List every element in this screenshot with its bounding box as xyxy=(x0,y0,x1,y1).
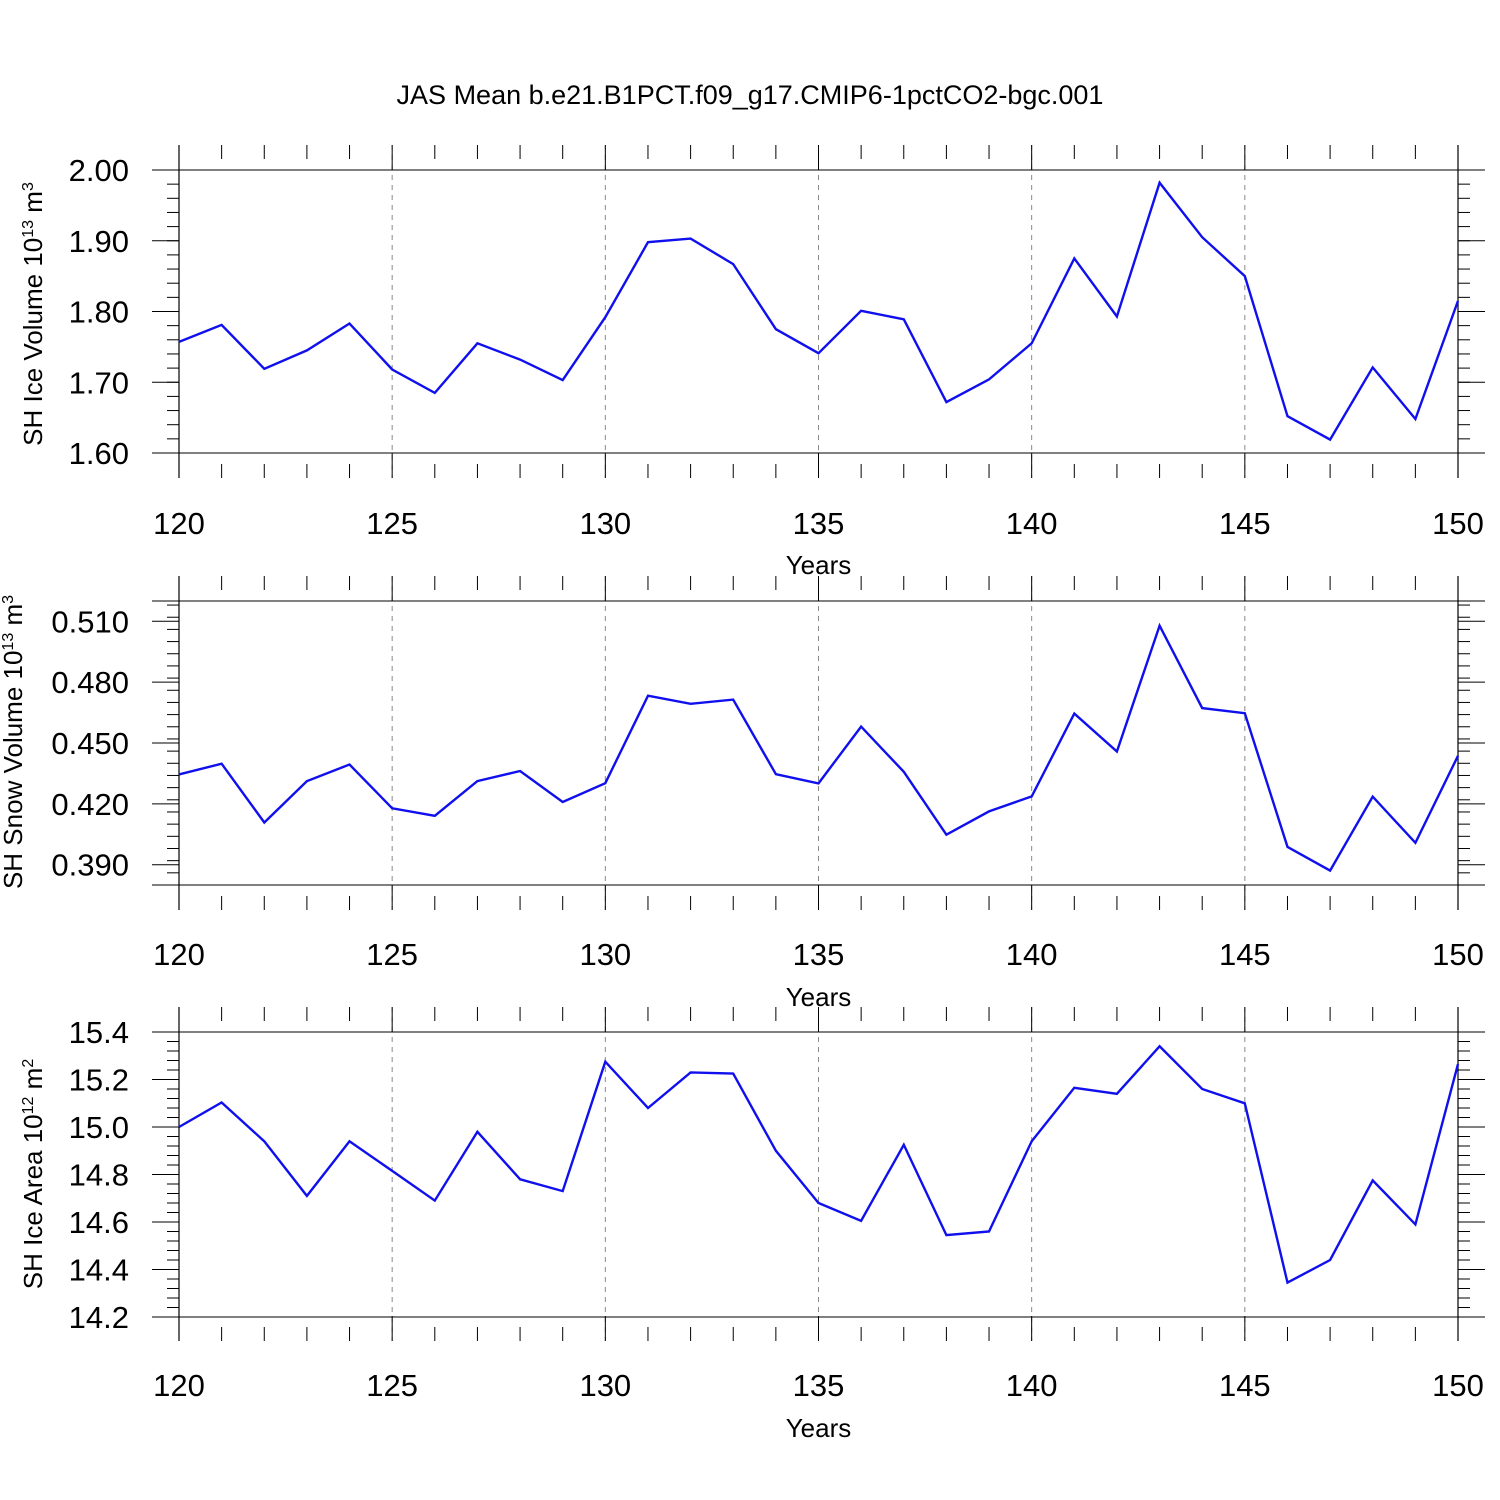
y-tick-label: 14.4 xyxy=(69,1253,129,1288)
x-tick-label: 130 xyxy=(579,506,631,541)
figure-title: JAS Mean b.e21.B1PCT.f09_g17.CMIP6-1pctC… xyxy=(396,80,1104,110)
series-line xyxy=(178,1044,1460,1285)
y-tick-label: 15.0 xyxy=(69,1110,129,1145)
x-tick-label: 120 xyxy=(153,937,205,972)
y-tick-label: 1.70 xyxy=(69,365,129,400)
y-tick-label: 15.2 xyxy=(69,1063,129,1098)
x-tick-label: 125 xyxy=(366,937,418,972)
y-tick-label: 0.390 xyxy=(51,848,129,883)
y-tick-label: 14.8 xyxy=(69,1158,129,1193)
y-tick-label: 15.4 xyxy=(69,1015,129,1050)
series-line xyxy=(178,180,1460,442)
y-axis-label: SH Ice Area 1012 m2 xyxy=(18,1059,48,1290)
y-tick-label: 1.90 xyxy=(69,224,129,259)
x-tick-label: 125 xyxy=(366,506,418,541)
x-axis-label: Years xyxy=(786,550,852,580)
x-tick-label: 145 xyxy=(1219,506,1271,541)
x-tick-label: 145 xyxy=(1219,1368,1271,1403)
y-tick-label: 2.00 xyxy=(69,153,129,188)
x-tick-label: 130 xyxy=(579,1368,631,1403)
x-tick-label: 130 xyxy=(579,937,631,972)
x-tick-label: 150 xyxy=(1432,506,1484,541)
y-tick-label: 0.510 xyxy=(51,604,129,639)
y-tick-label: 14.6 xyxy=(69,1205,129,1240)
y-axis-label: SH Snow Volume 1013 m3 xyxy=(0,595,28,889)
y-tick-label: 0.420 xyxy=(51,787,129,822)
x-tick-label: 125 xyxy=(366,1368,418,1403)
x-tick-label: 150 xyxy=(1432,937,1484,972)
y-tick-label: 14.2 xyxy=(69,1300,129,1335)
series-line xyxy=(178,622,1460,873)
x-tick-label: 140 xyxy=(1006,937,1058,972)
y-tick-label: 1.80 xyxy=(69,295,129,330)
x-tick-label: 140 xyxy=(1006,506,1058,541)
x-tick-label: 120 xyxy=(153,1368,205,1403)
x-tick-label: 140 xyxy=(1006,1368,1058,1403)
y-axis-label: SH Ice Volume 1013 m3 xyxy=(18,182,48,446)
x-tick-label: 145 xyxy=(1219,937,1271,972)
x-tick-label: 150 xyxy=(1432,1368,1484,1403)
x-tick-label: 135 xyxy=(793,506,845,541)
x-tick-label: 135 xyxy=(793,1368,845,1403)
y-tick-label: 1.60 xyxy=(69,436,129,471)
x-tick-label: 135 xyxy=(793,937,845,972)
y-tick-label: 0.480 xyxy=(51,665,129,700)
x-tick-label: 120 xyxy=(153,506,205,541)
y-tick-label: 0.450 xyxy=(51,726,129,761)
x-axis-label: Years xyxy=(786,1413,852,1443)
